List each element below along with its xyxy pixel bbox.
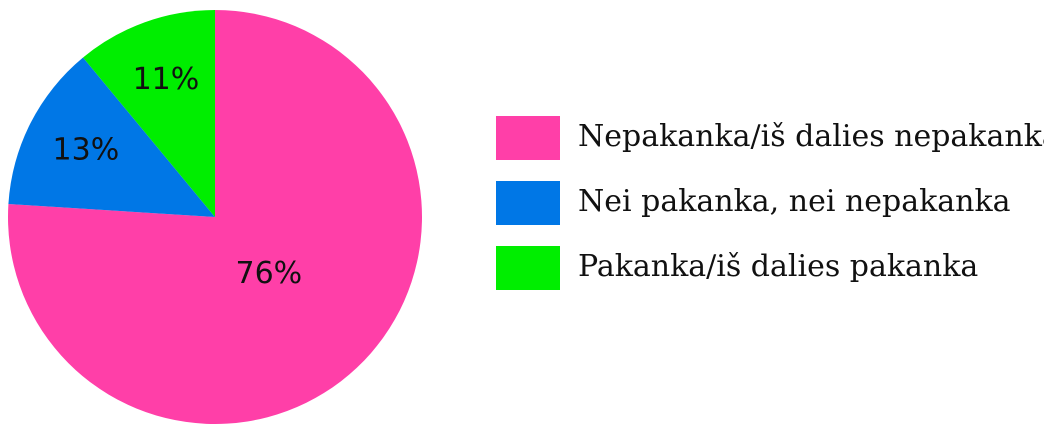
pie-slice (8, 57, 216, 218)
slice-label: 11% (133, 62, 200, 97)
legend-label: Nepakanka/iš dalies nepakanka (578, 119, 1044, 154)
legend-swatch (496, 181, 560, 225)
legend-label: Nei pakanka, nei nepakanka (578, 184, 1011, 219)
pie-slice (83, 10, 215, 217)
slice-label: 76% (236, 256, 303, 291)
legend-swatch (496, 116, 560, 160)
slice-label: 13% (53, 133, 120, 168)
legend-label: Pakanka/iš dalies pakanka (578, 249, 978, 284)
legend-swatch (496, 246, 560, 290)
